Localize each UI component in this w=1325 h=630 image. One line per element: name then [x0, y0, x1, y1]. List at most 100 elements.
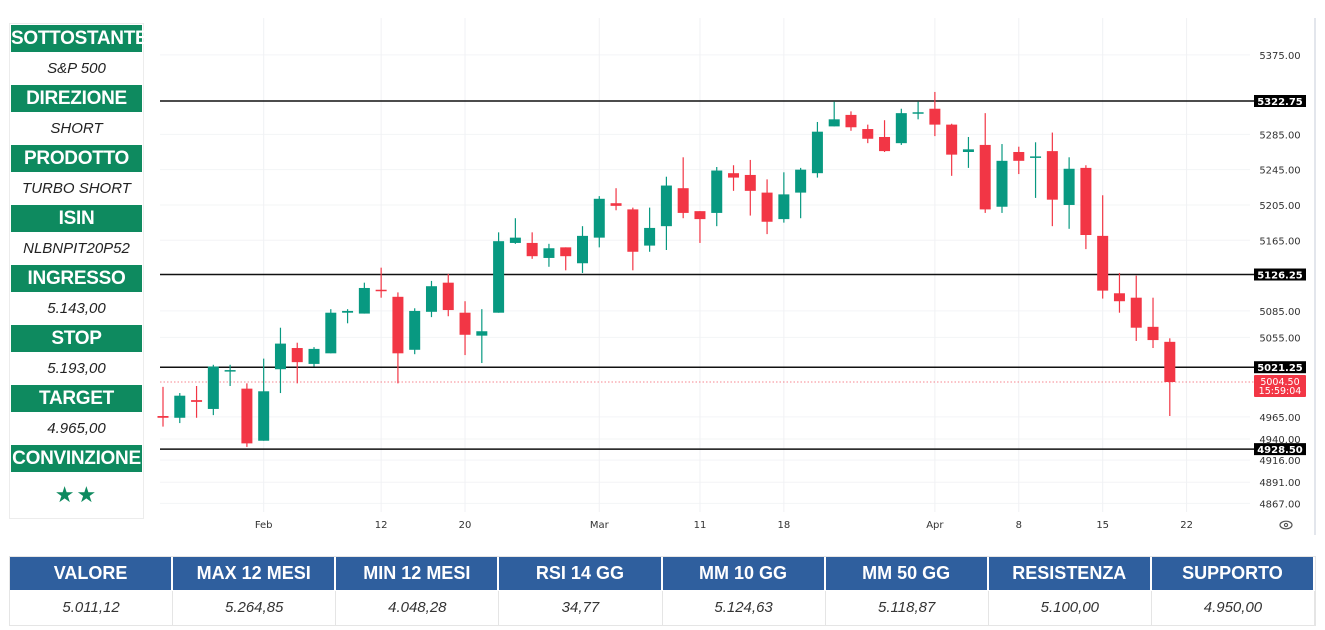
candle — [1147, 297, 1159, 349]
table-cell: 5.264,85 — [173, 590, 337, 625]
candle — [308, 347, 320, 367]
candle — [526, 232, 538, 259]
table-cell: 4.048,28 — [336, 590, 500, 625]
candle-body — [828, 119, 840, 127]
candle-body — [979, 144, 991, 210]
candle — [1113, 272, 1125, 313]
panel-label-prodotto: PRODOTTO — [11, 145, 142, 172]
table-header: RSI 14 GG — [499, 557, 663, 590]
y-tick-label: 4891.00 — [1259, 478, 1300, 489]
candle — [811, 121, 823, 178]
y-tick-label: 4940.00 — [1259, 435, 1300, 446]
candle-body — [627, 209, 639, 252]
candle-body — [744, 174, 756, 191]
x-tick-label: 12 — [375, 520, 388, 531]
panel-label-target: TARGET — [11, 385, 142, 412]
candle-body — [442, 282, 454, 311]
candle-body — [191, 400, 203, 402]
candle — [1063, 157, 1075, 229]
level-label: 5322.75 — [1257, 97, 1303, 108]
table-header: MAX 12 MESI — [173, 557, 337, 590]
eye-icon[interactable] — [1279, 520, 1293, 530]
info-panel: SOTTOSTANTE S&P 500 DIREZIONE SHORT PRODOTTO… — [9, 23, 148, 519]
candle — [375, 267, 387, 298]
candle — [1013, 146, 1025, 175]
candle-body — [409, 310, 421, 350]
candle-body — [962, 149, 974, 152]
candle — [828, 101, 840, 127]
x-tick-label: 20 — [459, 520, 472, 531]
candle-body — [291, 348, 303, 363]
candle — [660, 176, 672, 251]
candle — [677, 157, 689, 219]
candle-body — [862, 129, 874, 139]
table-header: MIN 12 MESI — [336, 557, 500, 590]
candle — [493, 232, 505, 313]
candle — [442, 273, 454, 317]
stats-table: VALORE MAX 12 MESI MIN 12 MESI RSI 14 GG MM … — [9, 556, 1316, 626]
candle-body — [425, 286, 437, 312]
panel-value-ingresso: 5.143,00 — [47, 300, 106, 317]
candle-body — [660, 185, 672, 227]
countdown-label: 15:59:04 — [1259, 386, 1302, 397]
candle — [392, 292, 404, 384]
candle — [962, 136, 974, 168]
candle-body — [711, 170, 723, 213]
y-tick-label: 4916.00 — [1259, 456, 1300, 467]
candle — [744, 159, 756, 216]
y-tick-label: 5245.00 — [1259, 166, 1300, 177]
panel-value-isin: NLBNPIT20P52 — [23, 240, 130, 257]
candle — [476, 309, 488, 364]
candle — [946, 123, 958, 176]
level-label: 4928.50 — [1257, 445, 1303, 456]
candle-body — [342, 310, 354, 313]
panel-value-prodotto: TURBO SHORT — [22, 180, 131, 197]
candle — [795, 167, 807, 219]
table-cell: 34,77 — [499, 590, 663, 625]
candle — [577, 226, 588, 273]
panel-label-direzione: DIREZIONE — [11, 85, 142, 112]
candle-body — [677, 188, 689, 213]
candle — [258, 358, 270, 441]
candle — [929, 91, 941, 137]
candle-body — [174, 395, 186, 418]
x-tick-label: Feb — [255, 520, 273, 531]
candle — [157, 386, 169, 427]
candle — [241, 383, 253, 447]
y-tick-label: 4867.00 — [1259, 499, 1300, 510]
table-header: MM 50 GG — [825, 557, 989, 590]
candle — [845, 111, 857, 131]
candle-body — [1164, 341, 1176, 383]
table-header: MM 10 GG — [662, 557, 826, 590]
candle-body — [811, 131, 823, 174]
candle — [1046, 132, 1058, 227]
grid — [160, 18, 1250, 512]
y-tick-label: 5375.00 — [1259, 51, 1300, 62]
candle — [224, 364, 236, 386]
y-tick-label: 5285.00 — [1259, 130, 1300, 141]
candle — [174, 393, 186, 424]
candle — [342, 309, 354, 324]
candle-body — [224, 370, 236, 372]
candle-body — [308, 348, 320, 364]
table-cell: 5.118,87 — [826, 590, 989, 625]
candle — [979, 113, 991, 213]
candle-body — [258, 391, 270, 441]
candle — [627, 207, 639, 271]
candle-body — [694, 211, 706, 220]
candle — [509, 218, 521, 244]
candle-body — [526, 242, 538, 257]
candle-body — [593, 198, 605, 238]
table-cell: 5.011,12 — [10, 590, 174, 625]
x-tick-label: 8 — [1016, 520, 1022, 531]
candle-body — [845, 114, 857, 128]
x-tick-label: 18 — [777, 520, 790, 531]
y-axis: 5322.75 5126.25 5021.25 4928.50 5004.5015:59… — [1254, 51, 1306, 510]
candle — [325, 309, 337, 354]
panel-value-target: 4.965,00 — [47, 420, 106, 437]
table-header: RESISTENZA — [988, 557, 1152, 590]
candle-body — [325, 312, 337, 354]
candle — [1130, 275, 1142, 341]
candle — [879, 120, 891, 152]
candle-body — [946, 124, 958, 155]
